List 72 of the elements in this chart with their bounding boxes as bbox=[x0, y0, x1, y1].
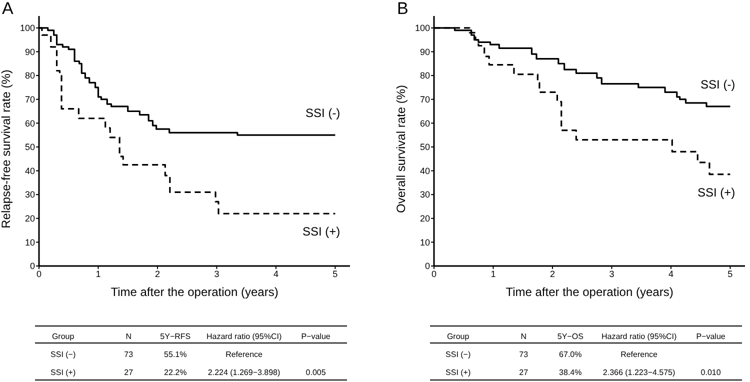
x-tick-label: 0 bbox=[431, 269, 437, 279]
text: Group bbox=[52, 332, 75, 341]
text: N bbox=[126, 332, 132, 341]
x-tick-label: 2 bbox=[154, 269, 160, 279]
text: 2.224 (1.269−3.898) bbox=[208, 368, 281, 377]
text: Reference bbox=[226, 350, 264, 359]
y-tick-label: 10 bbox=[24, 237, 35, 248]
x-tick-label: 5 bbox=[332, 269, 338, 279]
y-tick-label: 70 bbox=[420, 94, 430, 104]
series-label: SSI (-) bbox=[306, 106, 340, 120]
y-tick-label: 60 bbox=[420, 118, 430, 128]
y-tick-label: 80 bbox=[420, 70, 430, 81]
text: 2.366 (1.223−4.575) bbox=[602, 368, 676, 377]
y-tick-label: 10 bbox=[420, 237, 430, 248]
text: SSI (−) bbox=[50, 350, 76, 359]
series-label: SSI (-) bbox=[700, 77, 736, 92]
y-axis-title: Relapse-free survival rate (%) bbox=[0, 70, 13, 228]
text: 27 bbox=[124, 368, 134, 377]
y-tick-label: 0 bbox=[30, 261, 35, 272]
text: 67.0% bbox=[559, 350, 582, 359]
chart-title: A bbox=[2, 0, 14, 18]
x-tick-label: 3 bbox=[609, 269, 614, 279]
y-tick-label: 100 bbox=[20, 23, 35, 34]
text: 22.2% bbox=[164, 368, 187, 377]
x-tick-label: 1 bbox=[96, 269, 101, 279]
y-axis-title: Overall survival rate (%) bbox=[394, 84, 408, 214]
series-label: SSI (+) bbox=[698, 185, 736, 200]
series-label: SSI (+) bbox=[302, 224, 340, 239]
y-tick-label: 90 bbox=[420, 46, 430, 57]
text: Reference bbox=[620, 350, 658, 359]
text: Hazard ratio (95%CI) bbox=[206, 332, 282, 341]
text: SSI (−) bbox=[446, 350, 471, 359]
x-tick-label: 4 bbox=[668, 269, 674, 279]
text: 73 bbox=[519, 350, 529, 359]
x-tick-label: 0 bbox=[36, 269, 42, 279]
x-tick-label: 1 bbox=[490, 269, 496, 279]
text: Group bbox=[446, 332, 470, 341]
y-tick-label: 90 bbox=[24, 46, 35, 57]
text: SSI (+) bbox=[446, 368, 471, 377]
text: 55.1% bbox=[164, 350, 187, 359]
text: P−value bbox=[301, 332, 331, 341]
chart-title: B bbox=[397, 0, 408, 18]
text: SSI (+) bbox=[50, 368, 76, 377]
text: 38.4% bbox=[559, 368, 582, 377]
y-tick-label: 40 bbox=[420, 166, 430, 176]
x-tick-label: 3 bbox=[214, 269, 220, 279]
y-tick-label: 20 bbox=[24, 214, 35, 224]
text: N bbox=[520, 332, 527, 341]
y-tick-label: 50 bbox=[24, 142, 35, 152]
x-axis-title: Time after the operation (years) bbox=[110, 285, 278, 299]
y-tick-label: 70 bbox=[24, 94, 35, 104]
y-tick-label: 80 bbox=[24, 70, 35, 81]
text: 0.005 bbox=[306, 368, 326, 377]
y-tick-label: 30 bbox=[24, 190, 35, 200]
text: P−value bbox=[696, 332, 726, 341]
text: 27 bbox=[519, 368, 529, 377]
x-tick-label: 2 bbox=[550, 269, 555, 279]
x-axis-title: Time after the operation (years) bbox=[506, 285, 674, 299]
x-tick-label: 5 bbox=[728, 269, 733, 279]
y-tick-label: 50 bbox=[420, 142, 430, 152]
y-tick-label: 20 bbox=[420, 214, 430, 224]
y-tick-label: 100 bbox=[414, 23, 430, 34]
y-tick-label: 0 bbox=[424, 261, 430, 272]
text: 5Y−RFS bbox=[160, 332, 191, 341]
y-tick-label: 40 bbox=[24, 166, 35, 176]
text: 5Y−OS bbox=[557, 332, 584, 341]
text: 0.010 bbox=[700, 368, 722, 377]
x-tick-label: 4 bbox=[273, 269, 278, 279]
y-tick-label: 30 bbox=[420, 190, 430, 200]
y-tick-label: 60 bbox=[24, 118, 35, 128]
text: Hazard ratio (95%CI) bbox=[601, 332, 677, 341]
text: 73 bbox=[124, 350, 134, 359]
